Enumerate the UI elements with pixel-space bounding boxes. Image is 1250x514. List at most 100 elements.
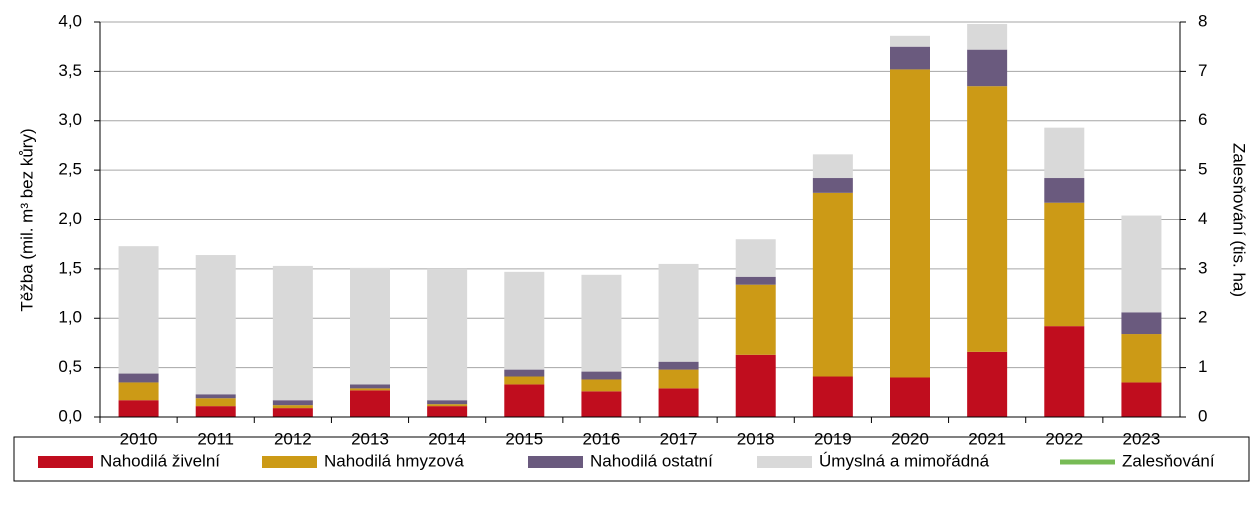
bar-segment (272, 265, 313, 401)
bar-segment (735, 239, 776, 277)
bar-segment (195, 406, 236, 417)
bar-segment (967, 49, 1008, 87)
bar-segment (581, 379, 622, 392)
bar-segment (1121, 382, 1162, 417)
x-tick-label: 2015 (505, 429, 543, 448)
x-tick-label: 2021 (968, 429, 1006, 448)
legend-label: Nahodilá ostatní (590, 451, 713, 470)
bar-segment (272, 408, 313, 417)
bar-segment (581, 371, 622, 380)
bar-segment (812, 192, 853, 377)
bar-segment (504, 271, 545, 370)
bar-segment (118, 400, 159, 417)
y2-tick-label: 8 (1198, 11, 1207, 30)
legend-label: Úmyslná a mimořádná (819, 451, 990, 470)
bar-segment (118, 246, 159, 374)
y-tick-label: 4,0 (58, 11, 82, 30)
legend-label: Nahodilá hmyzová (324, 451, 464, 470)
bar-segment (504, 384, 545, 417)
bar-segment (1121, 312, 1162, 335)
y-tick-label: 3,5 (58, 61, 82, 80)
bar-segment (890, 46, 930, 70)
bar-segment (1044, 178, 1085, 203)
bar-segment (967, 351, 1008, 417)
bar-segment (195, 398, 236, 407)
bar-segment (967, 86, 1008, 352)
legend-label: Nahodilá živelní (100, 451, 220, 470)
bar-segment (890, 377, 930, 417)
legend-box (13, 436, 1250, 482)
bar-segment (1121, 334, 1162, 383)
x-tick-label: 2013 (351, 429, 389, 448)
bar-segment (890, 69, 930, 378)
bar-segment (658, 263, 699, 362)
y2-tick-label: 7 (1198, 61, 1207, 80)
x-tick-label: 2014 (428, 429, 466, 448)
bar-segment (581, 391, 622, 417)
y-tick-label: 1,0 (58, 308, 82, 327)
legend-swatch (38, 456, 93, 468)
bar-segment (1044, 326, 1085, 417)
x-tick-label: 2018 (737, 429, 775, 448)
bar-segment (658, 361, 699, 370)
bar-segment (812, 154, 853, 179)
bar-segment (812, 178, 853, 193)
legend-label: Zalesňování (1122, 451, 1215, 470)
x-tick-label: 2019 (814, 429, 852, 448)
bar-segment (427, 404, 468, 407)
bar-segment (812, 376, 853, 417)
y-tick-label: 0,5 (58, 357, 82, 376)
bar-segment (658, 388, 699, 417)
bar-segment (350, 388, 390, 391)
bar-segment (1044, 202, 1085, 327)
bar-segment (967, 23, 1008, 50)
bar-segment (350, 390, 390, 417)
x-tick-label: 2011 (197, 429, 234, 448)
bar-segment (504, 369, 545, 377)
bar-segment (735, 354, 776, 417)
y2-axis-label: Zalesňování (tis. ha) (1230, 143, 1249, 297)
bar-segment (272, 400, 313, 406)
y-tick-label: 3,0 (58, 110, 82, 129)
x-tick-label: 2010 (120, 429, 158, 448)
y2-tick-label: 6 (1198, 110, 1207, 129)
y2-tick-label: 5 (1198, 160, 1207, 179)
bar-segment (581, 274, 622, 372)
bar-segment (427, 268, 468, 401)
y2-tick-label: 3 (1198, 258, 1207, 277)
bar-segment (195, 394, 236, 399)
y2-tick-label: 4 (1198, 209, 1207, 228)
legend-swatch (528, 456, 583, 468)
x-tick-label: 2012 (274, 429, 312, 448)
y-tick-label: 2,5 (58, 160, 82, 179)
bar-segment (350, 267, 390, 385)
bar-segment (504, 376, 545, 385)
bar-segment (735, 284, 776, 355)
bar-segment (118, 373, 159, 383)
x-tick-label: 2022 (1045, 429, 1083, 448)
bar-segment (1121, 215, 1162, 313)
bar-segment (272, 405, 313, 409)
bar-segment (890, 35, 930, 47)
y2-tick-label: 2 (1198, 308, 1207, 327)
y-tick-label: 2,0 (58, 209, 82, 228)
x-tick-label: 2020 (891, 429, 929, 448)
y2-tick-label: 0 (1198, 406, 1207, 425)
y-tick-label: 1,5 (58, 258, 82, 277)
bar-segment (350, 384, 390, 389)
bar-segment (118, 382, 159, 401)
legend-swatch (757, 456, 812, 468)
bar-segment (658, 369, 699, 389)
y-axis-label: Těžba (mil. m³ bez kůry) (17, 128, 36, 311)
bar-segment (1044, 127, 1085, 179)
y-tick-label: 0,0 (58, 406, 82, 425)
bar-segment (427, 406, 468, 417)
x-tick-label: 2016 (583, 429, 621, 448)
legend-swatch (262, 456, 317, 468)
bar-segment (427, 400, 468, 405)
x-tick-label: 2017 (660, 429, 698, 448)
y2-tick-label: 1 (1198, 357, 1207, 376)
bar-segment (735, 276, 776, 285)
